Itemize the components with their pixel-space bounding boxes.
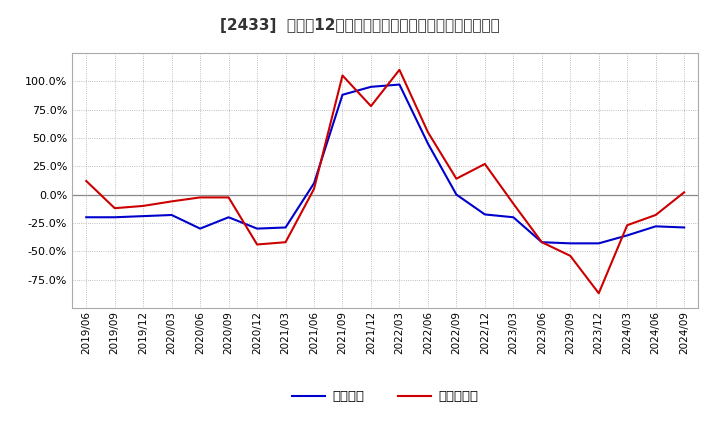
当期純利益 (480, 161, 489, 167)
当期純利益 (423, 129, 432, 135)
経常利益 (480, 212, 489, 217)
経常利益 (623, 233, 631, 238)
経常利益 (595, 241, 603, 246)
経常利益 (282, 225, 290, 230)
当期純利益 (310, 186, 318, 191)
当期純利益 (595, 290, 603, 296)
経常利益 (652, 224, 660, 229)
経常利益 (395, 82, 404, 87)
経常利益 (196, 226, 204, 231)
経常利益 (566, 241, 575, 246)
当期純利益 (139, 203, 148, 209)
当期純利益 (566, 253, 575, 258)
Line: 当期純利益: 当期純利益 (86, 70, 684, 293)
Legend: 経常利益, 当期純利益: 経常利益, 当期純利益 (287, 385, 484, 409)
経常利益 (225, 215, 233, 220)
当期純利益 (110, 205, 119, 211)
当期純利益 (509, 201, 518, 206)
経常利益 (509, 215, 518, 220)
当期純利益 (623, 223, 631, 228)
Text: [2433]  利益の12か月移動合計の対前年同期増減率の推移: [2433] 利益の12か月移動合計の対前年同期増減率の推移 (220, 18, 500, 33)
当期純利益 (338, 73, 347, 78)
経常利益 (423, 141, 432, 146)
当期純利益 (680, 190, 688, 195)
当期純利益 (537, 239, 546, 245)
Line: 経常利益: 経常利益 (86, 84, 684, 243)
当期純利益 (82, 178, 91, 183)
経常利益 (310, 180, 318, 186)
経常利益 (139, 213, 148, 219)
経常利益 (110, 215, 119, 220)
当期純利益 (366, 103, 375, 109)
経常利益 (82, 215, 91, 220)
当期純利益 (253, 242, 261, 247)
経常利益 (167, 213, 176, 218)
経常利益 (253, 226, 261, 231)
当期純利益 (196, 195, 204, 200)
当期純利益 (282, 239, 290, 245)
当期純利益 (167, 199, 176, 204)
経常利益 (680, 225, 688, 230)
当期純利益 (395, 67, 404, 73)
経常利益 (537, 239, 546, 245)
当期純利益 (652, 213, 660, 218)
当期純利益 (452, 176, 461, 181)
経常利益 (338, 92, 347, 97)
経常利益 (366, 84, 375, 89)
当期純利益 (225, 195, 233, 200)
経常利益 (452, 192, 461, 197)
